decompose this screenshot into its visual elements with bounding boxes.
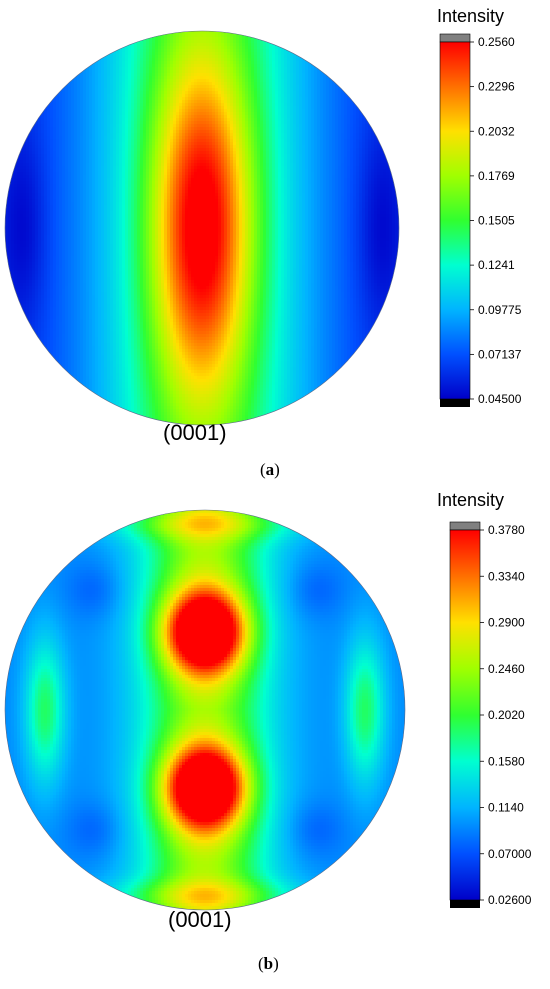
figure-panel-b: 0.3780 0.3340 0.2900 0.2460 0.2020 0.1580 0.11…	[0, 490, 550, 989]
pole-figure-b-plot: 0.3780 0.3340 0.2900 0.2460 0.2020 0.1580 0.11…	[4, 509, 532, 911]
colorbar-a-tick-label: 0.2032	[478, 124, 515, 138]
pole-figure-a-outline	[4, 30, 400, 426]
colorbar-b: 0.3780 0.3340 0.2900 0.2460 0.2020 0.1580 0.11…	[449, 521, 532, 908]
colorbar-a-underrange-box	[440, 399, 470, 407]
colorbar-b-tick-label: 0.2020	[488, 708, 525, 722]
panel-label-b: (b)	[258, 954, 279, 974]
pole-label-a: (0001)	[163, 420, 227, 446]
colorbar-b-tick-label: 0.02600	[488, 893, 532, 907]
colorbar-b-tick-label: 0.1140	[488, 801, 524, 815]
colorbar-b-tick-label: 0.2460	[488, 662, 525, 676]
colorbar-a-tick-label: 0.2296	[478, 80, 515, 94]
pole-figure-b-map	[5, 510, 405, 910]
colorbar-b-tick-label: 0.2900	[488, 616, 525, 630]
colorbar-b-title: Intensity	[437, 490, 504, 511]
pole-figure-a-plot: 0.2560 0.2296 0.2032 0.1769 0.1505 0.1241 0.09…	[4, 30, 522, 426]
colorbar-a-tick-label: 0.04500	[478, 392, 522, 406]
colorbar-a-overrange-box	[439, 33, 471, 43]
colorbar-a: 0.2560 0.2296 0.2032 0.1769 0.1505 0.1241 0.09…	[439, 33, 522, 407]
colorbar-b-gradient	[449, 529, 481, 901]
colorbar-a-tick-label: 0.1769	[478, 169, 515, 183]
colorbar-b-tick-label: 0.3780	[488, 523, 525, 537]
colorbar-a-gradient	[439, 41, 471, 400]
colorbar-b-tick-label: 0.3340	[488, 569, 525, 583]
colorbar-b-tick-label: 0.1580	[488, 754, 525, 768]
colorbar-b-tick-label: 0.07000	[488, 847, 532, 861]
panel-label-a: (a)	[260, 460, 280, 480]
pole-figure-a-map	[5, 31, 399, 425]
colorbar-a-tick-label: 0.2560	[478, 35, 515, 49]
colorbar-a-tick-label: 0.1241	[478, 258, 515, 272]
pole-figure-b-outline	[4, 509, 406, 911]
pole-label-b: (0001)	[168, 907, 232, 933]
colorbar-b-underrange-box	[450, 900, 480, 908]
colorbar-a-title: Intensity	[437, 6, 504, 27]
colorbar-b-overrange-box	[449, 521, 481, 531]
colorbar-a-tick-label: 0.1505	[478, 214, 515, 228]
figure-panel-a: 0.2560 0.2296 0.2032 0.1769 0.1505 0.1241 0.09…	[0, 0, 550, 490]
colorbar-a-tick-label: 0.07137	[478, 347, 522, 361]
colorbar-a-tick-label: 0.09775	[478, 303, 522, 317]
